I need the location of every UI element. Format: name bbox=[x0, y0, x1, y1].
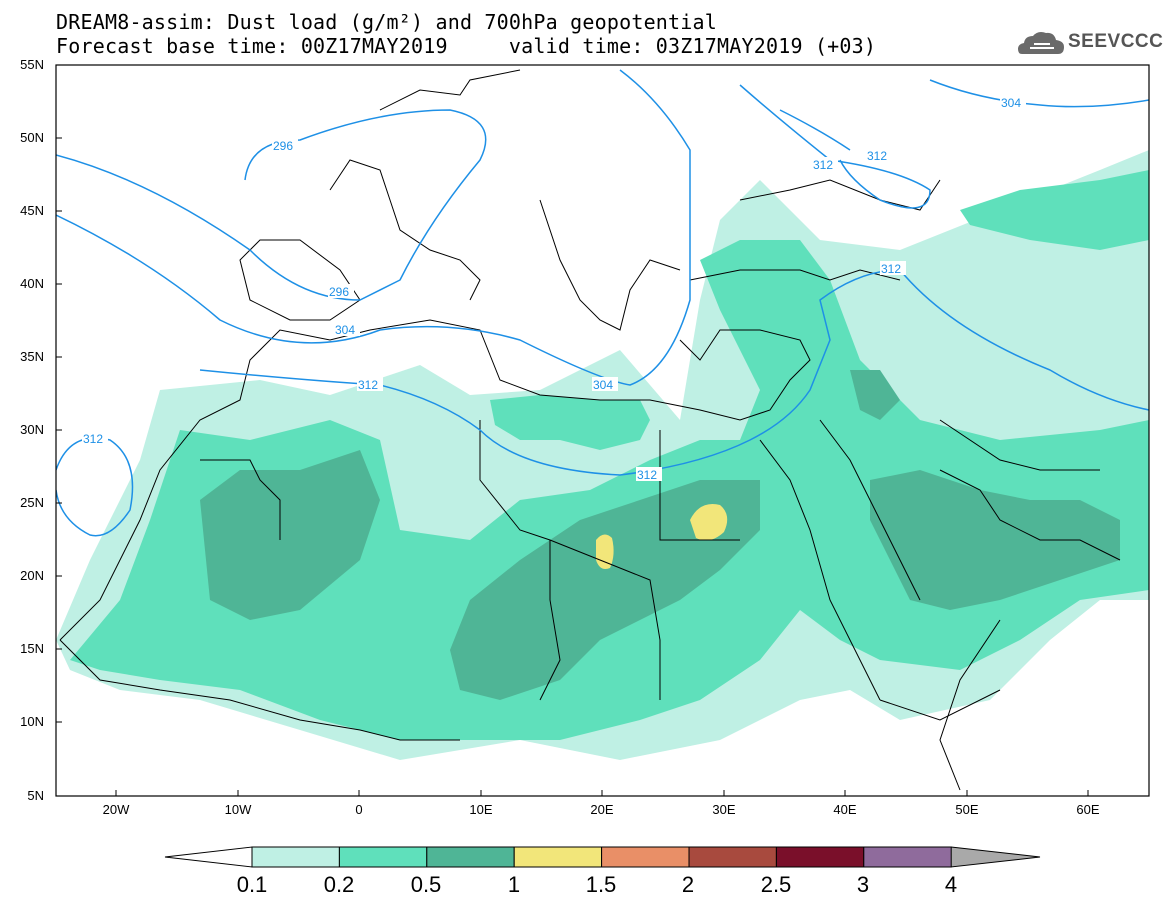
colorbar-segment bbox=[338, 846, 428, 868]
dust-layer-0-2-east bbox=[960, 170, 1149, 250]
geopotential-contours bbox=[56, 69, 1149, 537]
colorbar-label: 1 bbox=[507, 872, 521, 897]
colorbar-label: 4 bbox=[944, 872, 958, 897]
colorbar-label: 2 bbox=[681, 872, 695, 897]
lat-label: 45N bbox=[20, 203, 44, 218]
contour-label: 296 bbox=[329, 285, 349, 299]
colorbar-segment bbox=[688, 846, 777, 868]
colorbar-label: 2.5 bbox=[760, 872, 792, 897]
lat-label: 30N bbox=[20, 422, 44, 437]
lat-label: 40N bbox=[20, 276, 44, 291]
dust-layer-0-5 bbox=[200, 450, 380, 620]
colorbar bbox=[164, 846, 1041, 868]
contour-label: 304 bbox=[1001, 96, 1021, 110]
colorbar-over-arrow bbox=[950, 846, 1041, 868]
dust-layer-0-5-arabia bbox=[870, 470, 1120, 610]
contour-label: 312 bbox=[358, 378, 378, 392]
lon-label: 40E bbox=[833, 802, 857, 817]
contour-label: 304 bbox=[593, 378, 613, 392]
contour-label: 312 bbox=[881, 262, 901, 276]
coastlines bbox=[59, 69, 1121, 791]
colorbar-label: 1.5 bbox=[585, 872, 617, 897]
dust-layer-0-2-libya bbox=[490, 395, 650, 450]
lat-label: 5N bbox=[27, 788, 44, 803]
lon-label: 20W bbox=[102, 802, 130, 817]
colorbar-segment bbox=[863, 846, 952, 868]
lat-label: 35N bbox=[20, 349, 44, 364]
forecast-time-line: Forecast base time: 00Z17MAY2019 valid t… bbox=[56, 34, 877, 58]
colorbar-label: 0.5 bbox=[410, 872, 442, 897]
lon-label: 10E bbox=[469, 802, 493, 817]
contour-label: 312 bbox=[83, 432, 103, 446]
lon-label: 30E bbox=[712, 802, 736, 817]
colorbar-under-arrow bbox=[164, 846, 253, 868]
dust-layer-0-2 bbox=[70, 240, 1149, 740]
contour-label: 312 bbox=[867, 149, 887, 163]
lat-label: 15N bbox=[20, 641, 44, 656]
contour-label: 304 bbox=[335, 323, 355, 337]
contour-label: 312 bbox=[813, 158, 833, 172]
dust-layer-1-a bbox=[690, 504, 728, 541]
lat-label: 10N bbox=[20, 714, 44, 729]
lat-label: 50N bbox=[20, 130, 44, 145]
dust-layer-0-5-central bbox=[450, 480, 760, 700]
lon-label: 20E bbox=[590, 802, 614, 817]
cloud-icon bbox=[1018, 32, 1064, 54]
colorbar-segment bbox=[426, 846, 515, 868]
colorbar-segment bbox=[513, 846, 603, 868]
contour-label: 312 bbox=[637, 468, 657, 482]
lon-label: 10W bbox=[224, 802, 252, 817]
colorbar-label: 0.1 bbox=[236, 872, 268, 897]
contour-label: 296 bbox=[273, 139, 293, 153]
lat-label: 55N bbox=[20, 57, 44, 72]
dust-layer-1-b bbox=[596, 534, 614, 569]
dust-layer-0-5-levant bbox=[850, 370, 900, 420]
lat-label: 20N bbox=[20, 568, 44, 583]
colorbar-segment bbox=[601, 846, 690, 868]
axis-ticks bbox=[56, 64, 1089, 796]
colorbar-label: 0.2 bbox=[323, 872, 355, 897]
colorbar-segment bbox=[775, 846, 865, 868]
logo-text: SEEVCCC bbox=[1068, 31, 1164, 52]
lat-label: 25N bbox=[20, 495, 44, 510]
colorbar-label: 3 bbox=[856, 872, 870, 897]
map-title: DREAM8-assim: Dust load (g/m²) and 700hP… bbox=[56, 10, 718, 34]
colorbar-segment bbox=[251, 846, 340, 868]
lon-label: 0 bbox=[355, 802, 363, 817]
lon-label: 60E bbox=[1076, 802, 1100, 817]
lon-label: 50E bbox=[955, 802, 979, 817]
